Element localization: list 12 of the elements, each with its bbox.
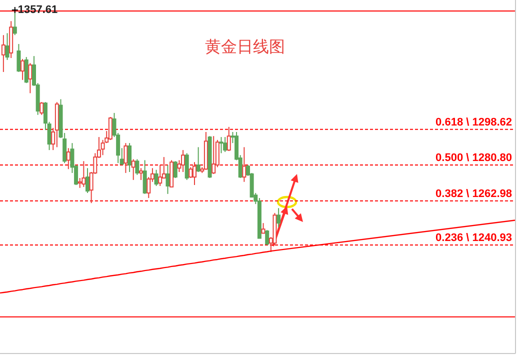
candlestick — [242, 146, 246, 182]
text: 0.382 \ 1262.98 — [436, 188, 512, 200]
candlestick — [219, 136, 224, 154]
text: 0.618 \ 1298.62 — [436, 116, 512, 128]
text: 黄金日线图 — [205, 38, 285, 56]
candlestick — [181, 150, 186, 172]
text: 0.236 \ 1240.93 — [436, 232, 512, 244]
candlestick — [1, 34, 6, 72]
text: 0.500 \ 1280.80 — [436, 152, 512, 164]
candlestick — [166, 164, 170, 194]
candlestick — [78, 178, 82, 188]
candlestick — [9, 20, 14, 58]
